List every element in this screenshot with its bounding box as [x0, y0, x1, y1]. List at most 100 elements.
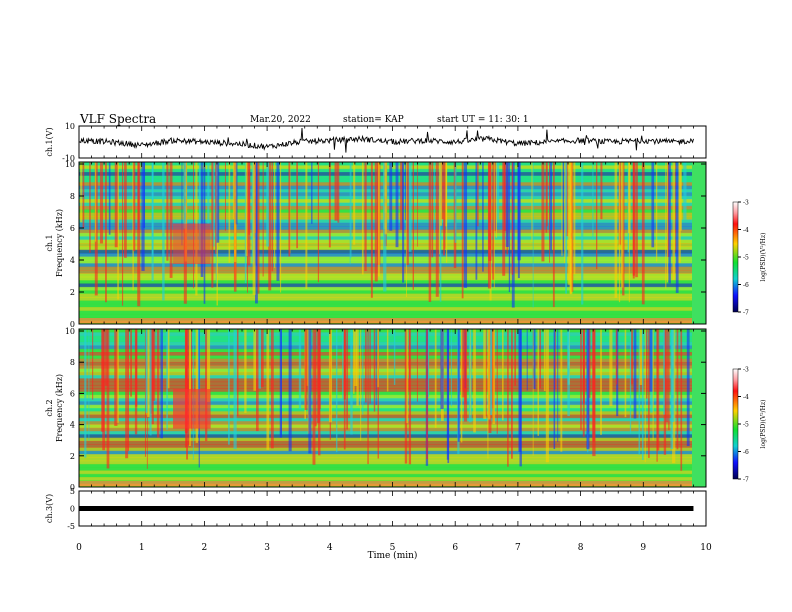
x-tick-label: 0 [76, 543, 82, 553]
time-streak [417, 162, 419, 247]
time-streak [247, 162, 251, 266]
frequency-band [79, 378, 692, 383]
y-tick-label: 0 [70, 320, 75, 329]
time-streak [582, 329, 585, 404]
time-streak [561, 162, 563, 256]
time-streak [377, 329, 379, 459]
time-streak [683, 162, 687, 220]
time-streak [416, 329, 418, 402]
y-axis-label: Frequency (kHz) [55, 209, 64, 277]
chart-title: VLF Spectra [80, 112, 157, 126]
time-streak [144, 329, 146, 457]
time-streak [588, 329, 591, 398]
time-streak [147, 329, 150, 417]
time-streak [162, 162, 165, 301]
time-streak [440, 329, 444, 410]
time-streak [488, 329, 491, 420]
frequency-band [79, 391, 692, 396]
time-streak [477, 162, 479, 227]
time-streak [377, 162, 380, 277]
frequency-band [79, 421, 692, 425]
start-time-label: start UT = 11: 30: 1 [437, 115, 529, 125]
frequency-band [79, 348, 692, 353]
time-streak [609, 329, 613, 407]
ch3-signal-line [79, 506, 694, 511]
time-streak [655, 162, 658, 262]
time-streak [349, 162, 351, 265]
time-streak [166, 329, 168, 430]
time-streak [531, 162, 533, 242]
time-streak [395, 162, 399, 248]
time-streak [266, 329, 270, 450]
time-streak [663, 329, 665, 415]
time-streak [244, 162, 247, 284]
colorbar-tick-label: -5 [743, 422, 749, 429]
frequency-band [79, 313, 692, 318]
y-tick-label: 6 [70, 389, 75, 398]
time-streak [245, 162, 248, 257]
x-tick-label: 10 [700, 543, 712, 553]
time-streak [483, 329, 487, 419]
time-streak [518, 329, 522, 452]
time-streak [562, 162, 565, 252]
time-streak [257, 162, 260, 294]
frequency-band [79, 444, 692, 448]
time-streak [567, 329, 570, 385]
y-tick-label: 0 [70, 483, 75, 492]
time-streak [408, 329, 412, 465]
time-streak [632, 162, 635, 279]
time-streak [365, 329, 367, 403]
time-streak [554, 329, 556, 390]
time-streak [84, 329, 87, 458]
time-streak [346, 329, 349, 430]
frequency-band [79, 470, 692, 475]
time-streak [373, 329, 376, 412]
time-streak [274, 162, 276, 268]
frequency-band [79, 290, 692, 295]
frequency-band [79, 310, 692, 315]
time-streak [127, 329, 129, 452]
time-streak [205, 329, 208, 442]
date-label: Mar.20, 2022 [250, 115, 311, 125]
frequency-band [79, 303, 692, 308]
time-streak [353, 162, 356, 245]
frequency-band [79, 381, 692, 386]
time-streak [581, 162, 584, 305]
time-streak [137, 162, 141, 307]
time-streak [189, 329, 191, 447]
x-tick-label: 8 [578, 543, 584, 553]
station-label: station= KAP [343, 115, 404, 125]
time-streak [638, 329, 641, 455]
time-streak [114, 162, 118, 248]
time-streak [354, 329, 357, 387]
time-streak [501, 329, 504, 421]
time-streak [145, 329, 148, 413]
time-streak [541, 162, 545, 262]
time-streak [236, 329, 239, 417]
colorbar-tick-label: -6 [743, 449, 749, 456]
time-streak [364, 162, 367, 272]
frequency-band [79, 477, 692, 481]
low-frequency-band [79, 318, 692, 323]
time-streak [400, 162, 404, 230]
time-streak [350, 329, 353, 435]
time-streak [369, 329, 371, 404]
frequency-band [79, 358, 692, 363]
y-tick-label: 2 [70, 288, 75, 297]
time-streak [641, 162, 645, 305]
x-tick-label: 3 [264, 543, 270, 553]
time-streak [668, 329, 670, 431]
time-streak [539, 329, 541, 389]
time-streak [271, 162, 274, 272]
time-streak [402, 162, 405, 283]
time-streak [444, 162, 448, 227]
time-streak [389, 162, 393, 231]
y-tick-label: 4 [70, 421, 75, 430]
time-streak [268, 162, 272, 291]
time-streak [198, 162, 201, 251]
y-tick-label: 8 [70, 192, 75, 201]
time-streak [514, 329, 516, 386]
time-streak [490, 329, 493, 416]
x-tick-label: 1 [139, 543, 145, 553]
time-streak [82, 162, 85, 229]
